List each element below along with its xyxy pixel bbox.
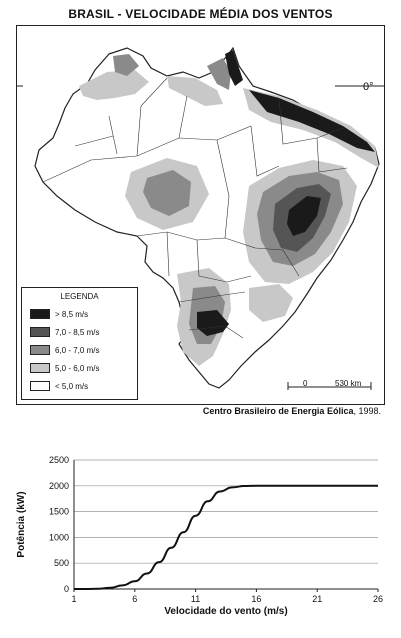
wind-zone-north-light	[79, 70, 149, 100]
wind-zone-center-mid	[143, 170, 191, 216]
state-borders	[42, 77, 348, 339]
y-axis-label: Potência (kW)	[16, 491, 27, 557]
legend-item: 7,0 - 8,5 m/s	[30, 326, 99, 338]
x-tick-label: 16	[251, 594, 261, 604]
x-tick-label: 1	[71, 594, 76, 604]
legend-item: 5,0 - 6,0 m/s	[30, 362, 99, 374]
wind-zone-southeast-light	[249, 284, 293, 322]
x-tick-label: 6	[132, 594, 137, 604]
y-tick-label: 1500	[49, 507, 69, 517]
map-source: Centro Brasileiro de Energia Eólica, 199…	[0, 406, 381, 416]
wind-zone-north-mid	[113, 54, 139, 76]
legend-title: LEGENDA	[60, 292, 99, 301]
wind-zone-amapa-mid	[207, 58, 231, 90]
wind-zone-northeast-coast-dark	[249, 90, 375, 152]
equator-label: 0°	[363, 81, 374, 93]
legend-label: 6,0 - 7,0 m/s	[55, 345, 100, 355]
brazil-outline	[34, 46, 380, 389]
legend-swatch	[30, 363, 50, 373]
map-legend: LEGENDA > 8,5 m/s 7,0 - 8,5 m/s 6,0 - 7,…	[21, 287, 138, 400]
legend-item: 6,0 - 7,0 m/s	[30, 344, 99, 356]
y-tick-label: 2500	[49, 455, 69, 465]
y-tick-label: 1000	[49, 532, 69, 542]
scale-zero-label: 0	[303, 379, 308, 388]
legend-swatch	[30, 345, 50, 355]
source-name: Centro Brasileiro de Energia Eólica	[202, 406, 354, 416]
legend-label: 5,0 - 6,0 m/s	[55, 363, 100, 373]
wind-zone-south-dark	[197, 310, 229, 336]
y-tick-label: 0	[64, 584, 69, 594]
legend-swatch	[30, 381, 50, 391]
legend-item: > 8,5 m/s	[30, 308, 88, 320]
map-frame: 0° LEGENDA > 8,5 m/s 7,0 - 8,5 m/s 6,0 -…	[16, 25, 385, 405]
wind-zone-east-core	[287, 196, 321, 236]
legend-label: > 8,5 m/s	[55, 309, 89, 319]
source-year: , 1998.	[353, 406, 381, 416]
legend-swatch	[30, 309, 50, 319]
legend-item: < 5,0 m/s	[30, 380, 88, 392]
x-axis-label: Velocidade do vento (m/s)	[164, 606, 287, 617]
legend-label: 7,0 - 8,5 m/s	[55, 327, 100, 337]
x-tick-label: 11	[191, 594, 200, 604]
wind-zone-amapa-dark	[225, 50, 243, 86]
y-tick-label: 500	[54, 558, 69, 568]
y-tick-label: 2000	[49, 481, 69, 491]
map-title: BRASIL - VELOCIDADE MÉDIA DOS VENTOS	[68, 7, 333, 21]
legend-swatch	[30, 327, 50, 337]
power-curve-line	[73, 484, 378, 590]
wind-zone-amapa-light	[167, 76, 223, 106]
brazil-map	[17, 46, 384, 390]
legend-label: < 5,0 m/s	[55, 381, 89, 391]
power-curve-chart: 0 500 1000 1500 2000 2500 1 6 11 16 21 26 Velocidade…	[0, 448, 401, 633]
x-tick-label: 26	[373, 594, 383, 604]
x-tick-label: 21	[312, 594, 322, 604]
scale-distance-label: 530 km	[335, 379, 362, 388]
